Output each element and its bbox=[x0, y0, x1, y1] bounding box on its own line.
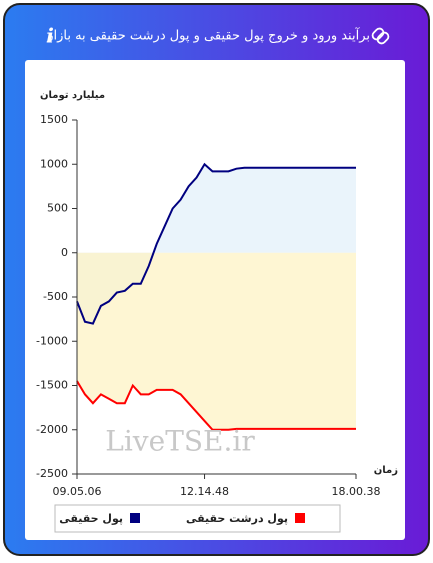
card-title: برآیند ورود و خروج پول حقیقی و پول درشت … bbox=[46, 27, 370, 44]
area bbox=[77, 252, 356, 430]
legend-label: پول حقیقی bbox=[59, 512, 123, 525]
y-tick-label: -2000 bbox=[36, 423, 68, 436]
watermark: LiveTSE.ir bbox=[105, 425, 255, 458]
y-tick-label: 0 bbox=[61, 246, 68, 259]
y-tick-label: -1500 bbox=[36, 379, 68, 392]
y-axis-label: میلیارد تومان bbox=[40, 90, 105, 101]
y-tick-label: -500 bbox=[43, 290, 68, 303]
y-tick-label: 1500 bbox=[40, 113, 68, 126]
y-tick-label: -1000 bbox=[36, 334, 68, 347]
link-icon bbox=[371, 27, 390, 45]
x-tick-label: 09.05.06 bbox=[53, 485, 102, 498]
legend-label: پول درشت حقیقی bbox=[186, 512, 288, 525]
legend-swatch bbox=[130, 513, 140, 523]
legend-swatch bbox=[295, 513, 305, 523]
x-tick-label: 12.14.48 bbox=[180, 485, 229, 498]
legend bbox=[54, 504, 341, 533]
info-icon[interactable]: i bbox=[46, 24, 54, 48]
x-axis-label: زمان bbox=[374, 465, 398, 476]
x-tick-label: 18.00.38 bbox=[332, 485, 381, 498]
y-tick-label: 500 bbox=[47, 202, 68, 215]
y-tick-label: 1000 bbox=[40, 157, 68, 170]
series-line bbox=[76, 380, 356, 431]
y-tick-label: -2500 bbox=[36, 467, 68, 480]
series-line bbox=[76, 162, 356, 325]
area bbox=[77, 164, 356, 324]
